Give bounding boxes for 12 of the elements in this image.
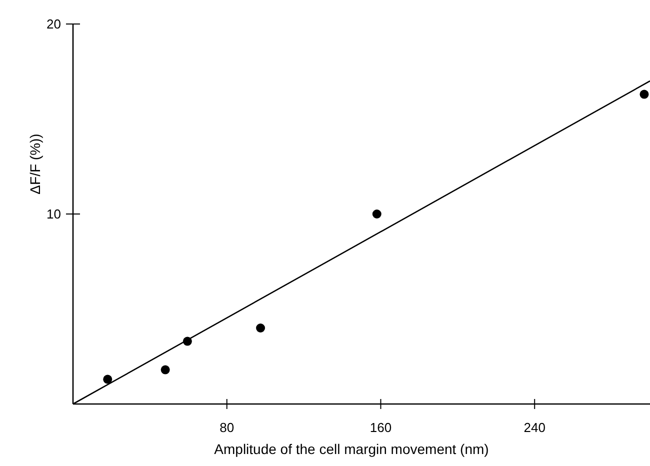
point <box>256 324 266 332</box>
point <box>103 374 112 384</box>
x-axis-title: Amplitude of the cell margin movement (nm) <box>214 441 489 457</box>
y-tick-label: 10 <box>46 206 61 222</box>
point <box>640 90 649 99</box>
point <box>372 210 382 218</box>
x-tick-label: 160 <box>370 420 392 435</box>
y-axis-title: ΔF/F (%)) <box>27 134 43 194</box>
y-tick-label: 20 <box>46 16 61 32</box>
point <box>160 365 170 374</box>
x-tick-label: 80 <box>220 420 234 435</box>
x-tick-label: 240 <box>524 420 546 435</box>
